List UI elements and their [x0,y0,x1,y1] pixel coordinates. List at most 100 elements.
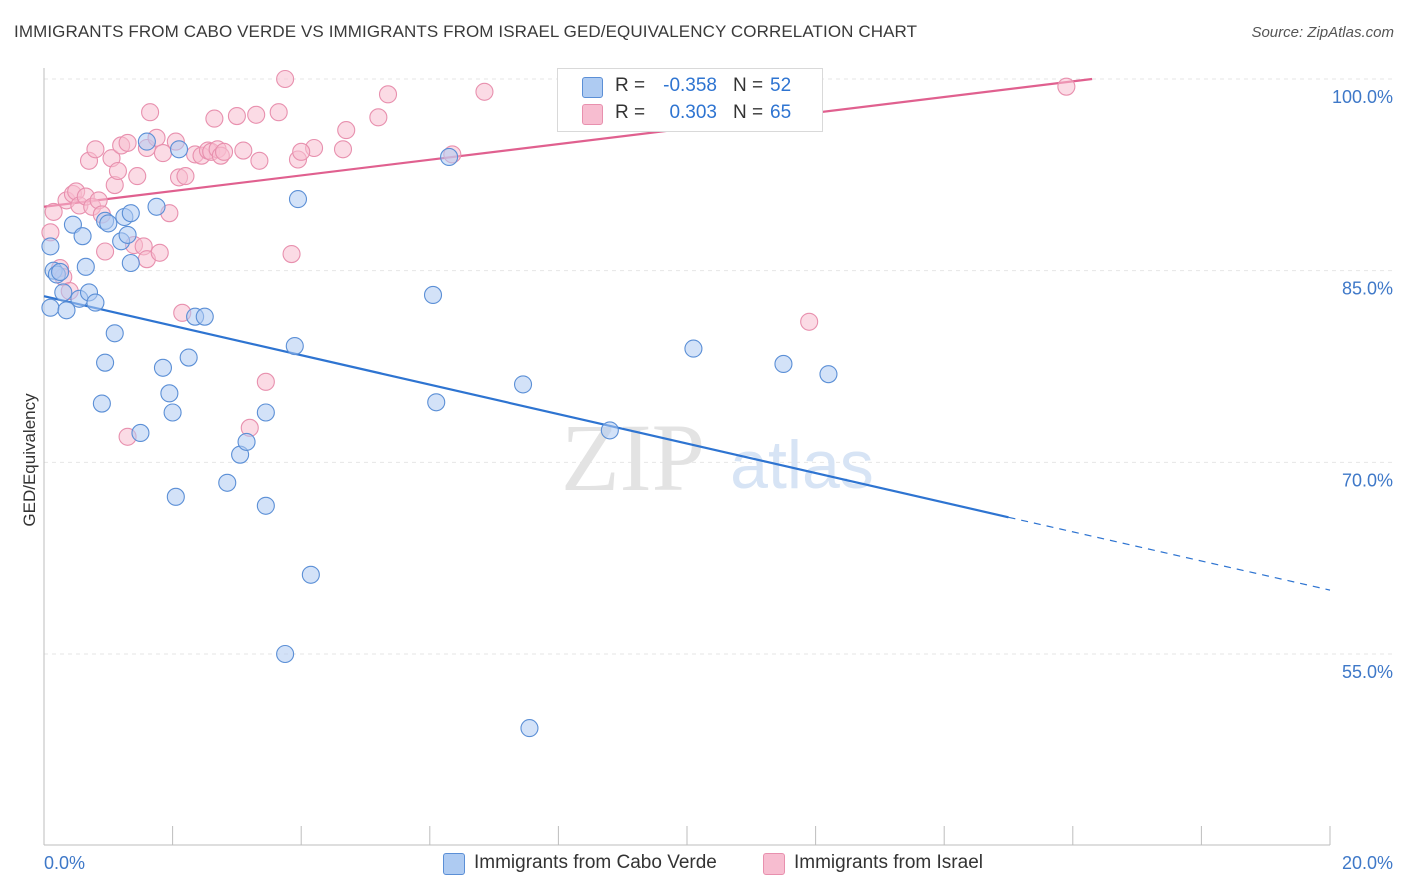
data-point-cabo-verde [96,353,115,372]
data-point-cabo-verde [76,257,95,276]
chart-title: IMMIGRANTS FROM CABO VERDE VS IMMIGRANTS… [14,22,918,41]
legend-n-value: 52 [770,75,792,96]
data-point-israel [141,103,160,122]
trend-line-cabo-verde-extrapolated [1008,516,1331,591]
data-point-cabo-verde [160,384,179,403]
series-cabo-verde-points [41,132,838,738]
data-point-israel [475,82,494,101]
trend-lines [43,77,1331,591]
legend-n-label: N = [733,75,764,96]
data-point-cabo-verde [288,190,308,209]
data-point-israel [227,107,246,126]
data-point-cabo-verde [163,403,182,422]
correlation-legend: R = -0.358 N = 52 R = 0.303 N = 65 [557,68,823,132]
data-point-cabo-verde [169,140,189,159]
data-point-cabo-verde [600,421,619,440]
data-point-cabo-verde [256,403,275,422]
data-point-israel [292,142,311,161]
legend-r-label: R = [615,102,646,123]
data-point-israel [108,161,127,181]
data-point-cabo-verde [276,644,295,664]
trend-line-cabo-verde [43,295,1009,519]
data-point-israel [247,105,266,124]
legend-n-value: 65 [770,102,792,123]
legend-n-label: N = [733,102,764,123]
y-axis-label: GED/Equivalency [20,393,39,527]
data-point-israel [276,69,295,89]
data-point-israel [333,140,353,159]
data-point-cabo-verde [195,307,214,326]
data-point-cabo-verde [54,283,73,302]
data-point-israel [176,167,195,186]
data-point-israel [1057,77,1076,96]
trend-line-israel [43,77,1093,208]
data-point-cabo-verde [520,719,539,738]
axes [43,68,1331,846]
y-tick-label: 85.0% [1342,279,1393,299]
y-tick-label: 55.0% [1342,662,1393,682]
legend-swatch-pink [763,853,785,875]
data-point-cabo-verde [86,293,105,312]
gridlines [44,78,1395,655]
data-point-israel [250,151,269,170]
data-point-cabo-verde [121,253,140,273]
legend-r-value: 0.303 [669,102,717,123]
data-point-cabo-verde [118,225,137,244]
x-tick-label: 0.0% [44,853,85,873]
data-point-cabo-verde [92,394,111,413]
legend-swatch-pink [582,104,603,125]
legend-item-label: Immigrants from Israel [794,852,983,873]
source-credit: Source: ZipAtlas.com [1251,24,1394,41]
data-point-cabo-verde [51,262,70,281]
data-point-cabo-verde [179,348,198,367]
legend-swatch-blue [582,77,603,98]
data-point-cabo-verde [105,324,124,343]
data-point-israel [118,133,137,152]
y-tick-label: 70.0% [1342,470,1393,490]
data-point-cabo-verde [131,423,150,442]
data-point-cabo-verde [301,565,320,584]
data-point-cabo-verde [237,432,256,451]
data-point-israel [256,372,275,391]
data-point-cabo-verde [819,365,838,384]
data-point-israel [128,167,147,186]
data-point-cabo-verde [41,237,60,256]
x-tick-label: 20.0% [1342,853,1393,873]
data-point-cabo-verde [218,473,237,492]
tick-labels: 100.0% 85.0% 70.0% 55.0% 0.0% 20.0% [44,87,1393,873]
data-point-cabo-verde [137,132,156,151]
legend-row-cabo-verde: R = -0.358 N = 52 [558,73,822,99]
data-point-israel [44,202,63,221]
data-point-israel [282,245,301,264]
data-point-cabo-verde [285,337,304,356]
data-point-israel [269,103,288,122]
data-point-cabo-verde [41,298,60,317]
y-tick-label: 100.0% [1332,87,1393,107]
data-point-israel [234,141,253,160]
data-point-cabo-verde [513,375,533,394]
data-point-israel [369,108,388,127]
data-point-israel [150,243,169,262]
data-point-israel [337,121,356,140]
data-point-cabo-verde [440,147,459,166]
data-point-cabo-verde [684,339,703,358]
data-point-cabo-verde [121,204,140,223]
data-point-cabo-verde [256,496,275,515]
legend-r-value: -0.358 [663,75,717,96]
data-point-israel [800,312,819,331]
data-point-cabo-verde [99,214,118,233]
data-point-cabo-verde [153,358,173,377]
data-point-cabo-verde [166,487,185,506]
data-point-cabo-verde [73,227,92,246]
data-point-cabo-verde [427,393,446,412]
data-point-israel [378,85,398,104]
series-legend: Immigrants from Cabo Verde Immigrants fr… [0,852,1406,878]
legend-row-israel: R = 0.303 N = 65 [558,100,822,126]
data-point-cabo-verde [774,354,793,373]
data-point-israel [205,109,224,128]
data-point-cabo-verde [423,285,443,304]
watermark-atlas: atlas [730,427,874,503]
legend-swatch-blue [443,853,465,875]
watermark: ZIP atlas [561,404,874,511]
